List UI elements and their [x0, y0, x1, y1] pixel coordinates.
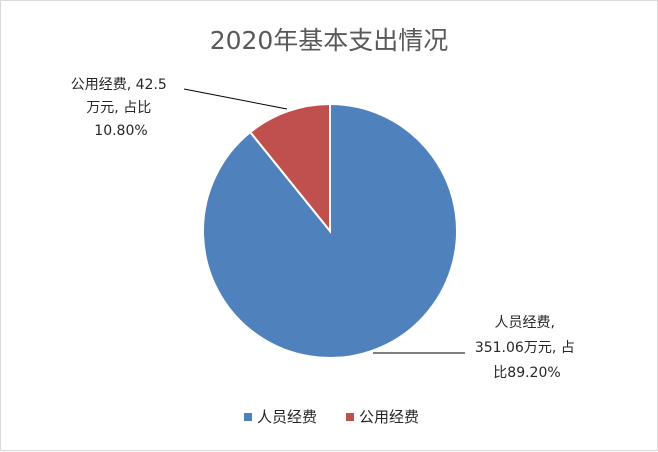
data-label-public: 公用经费, 42.5 万元, 占比 10.80% [71, 77, 172, 139]
data-label-personnel: 人员经费, 351.06万元, 占 比89.20% [475, 315, 579, 381]
legend-swatch-personnel [244, 413, 252, 421]
legend: 人员经费 公用经费 [244, 408, 419, 426]
legend-swatch-public [346, 413, 354, 421]
chart-title: 2020年基本支出情况 [210, 26, 449, 55]
pie-slices [202, 102, 458, 359]
data-label-leader-line-public [183, 88, 288, 110]
legend-label-public: 公用经费 [359, 408, 419, 426]
pie-slice-public [248, 102, 331, 234]
pie-slice-personnel [202, 102, 458, 359]
legend-label-personnel: 人员经费 [257, 408, 317, 426]
